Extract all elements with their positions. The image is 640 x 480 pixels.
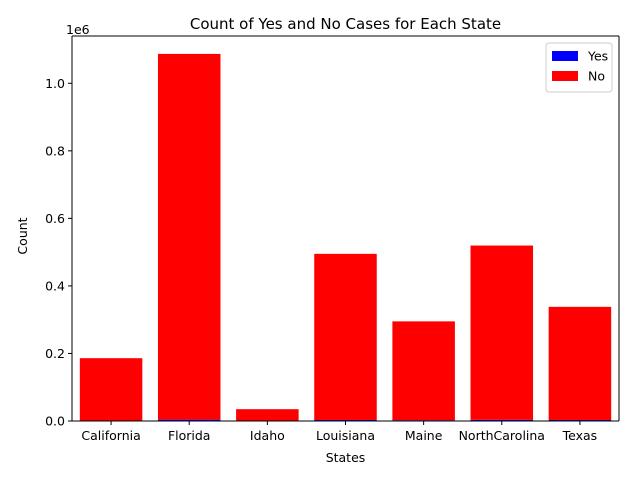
- bar-yes-texas: [548, 419, 612, 421]
- x-tick-label: Florida: [168, 428, 211, 443]
- bar-yes-louisiana: [314, 419, 377, 421]
- bar-no-california: [79, 358, 143, 421]
- x-tick-label: Idaho: [250, 428, 285, 443]
- y-axis-label: Count: [15, 217, 30, 254]
- x-tick-label: Maine: [405, 428, 443, 443]
- x-tick-label: Louisiana: [316, 428, 375, 443]
- bar-no-northcarolina: [470, 245, 534, 420]
- legend-label-yes: Yes: [587, 49, 608, 64]
- x-tick-label: California: [81, 428, 140, 443]
- y-offset-text: 1e6: [66, 22, 90, 37]
- y-tick-label: 0.2: [45, 346, 65, 361]
- x-tick-label: Texas: [562, 428, 598, 443]
- y-tick-label: 0.8: [45, 143, 65, 158]
- bar-no-louisiana: [314, 253, 377, 420]
- legend: Yes No: [545, 42, 613, 93]
- legend-label-no: No: [588, 69, 605, 84]
- bar-no-idaho: [236, 409, 299, 421]
- x-tick-label: NorthCarolina: [459, 428, 545, 443]
- bar-yes-northcarolina: [470, 419, 534, 421]
- x-axis-label: States: [326, 450, 366, 465]
- y-tick-label: 0.0: [45, 414, 65, 429]
- bars-group: [79, 53, 612, 421]
- chart-title: Count of Yes and No Cases for Each State: [190, 15, 501, 33]
- y-tick-label: 0.4: [45, 278, 65, 293]
- legend-swatch-yes: [552, 51, 578, 61]
- bar-no-florida: [157, 53, 221, 420]
- y-tick-label: 0.6: [45, 211, 65, 226]
- bar-no-maine: [392, 321, 455, 421]
- y-tick-label: 1.0: [45, 76, 65, 91]
- bar-no-texas: [548, 306, 612, 420]
- bar-yes-florida: [157, 419, 221, 421]
- axes-group: 0.0 0.2 0.4 0.6 0.8 1.0 California Florida Idaho…: [45, 35, 620, 443]
- legend-swatch-no: [552, 71, 578, 81]
